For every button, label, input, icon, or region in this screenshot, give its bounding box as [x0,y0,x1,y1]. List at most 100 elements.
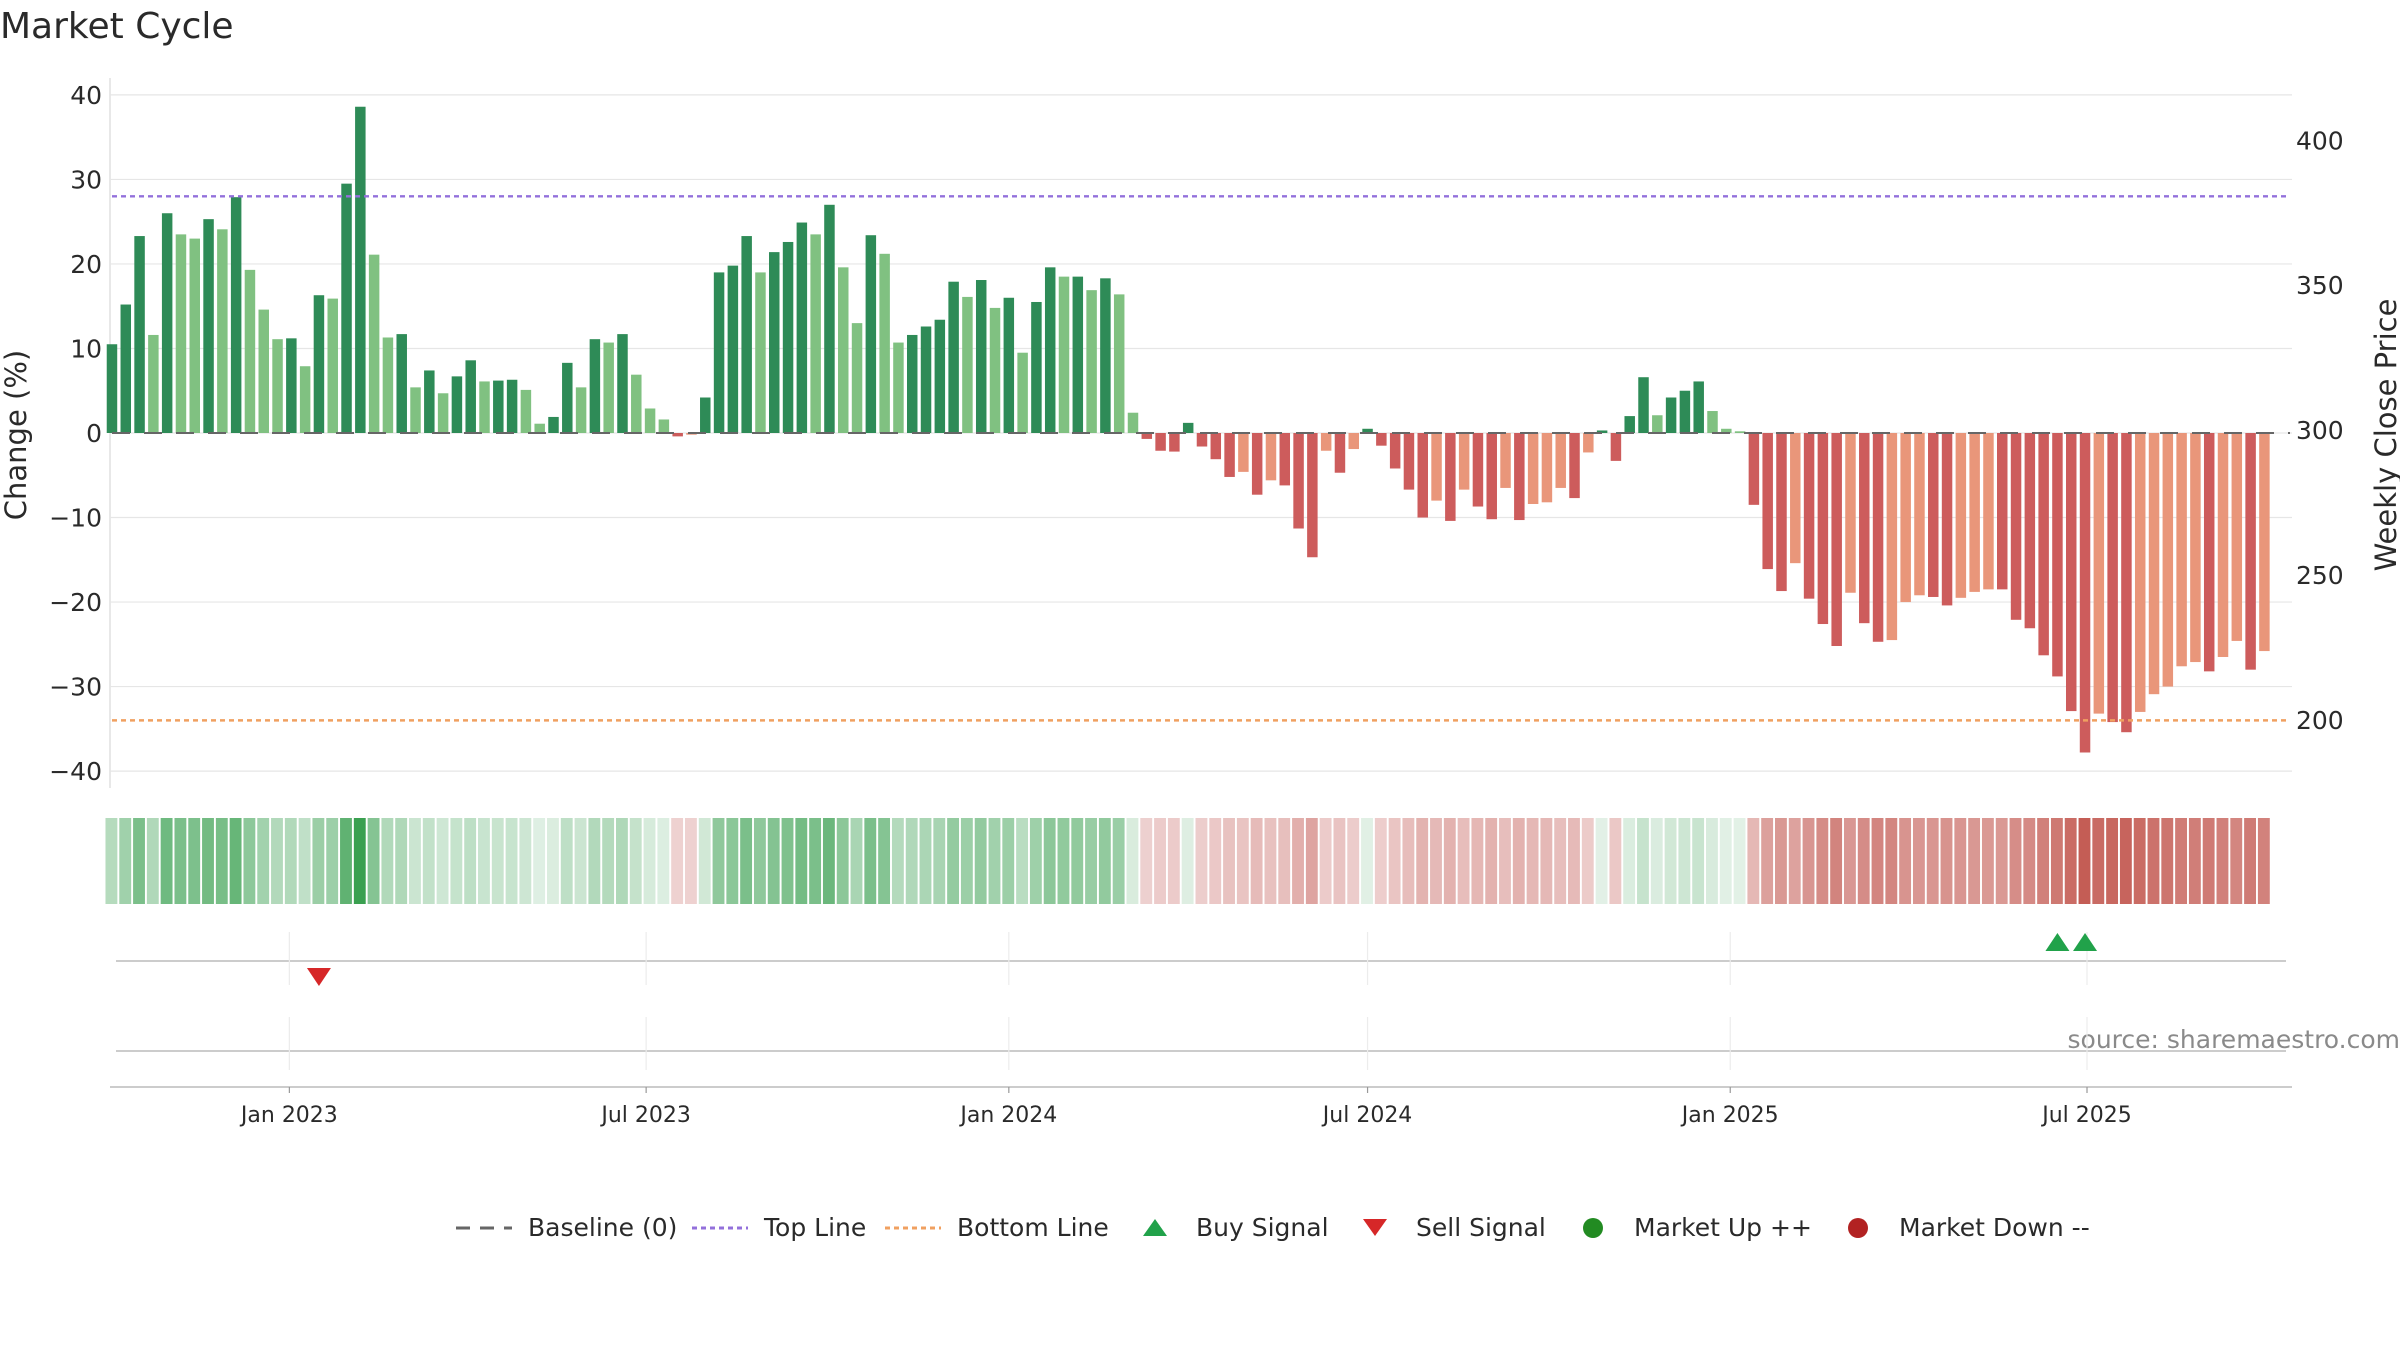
heat-cell [684,818,697,904]
change-bars [106,106,2270,753]
change-bar [893,342,904,433]
heat-cell [878,818,891,904]
change-bar [2052,433,2063,677]
heat-cell [1871,818,1884,904]
change-bar [1320,433,1332,451]
heat-cell [753,818,766,904]
legend-buy-triangle [1143,1219,1167,1236]
change-bar [465,360,476,433]
change-bar [272,339,283,433]
heat-cell [933,818,946,904]
heat-cell [1664,818,1677,904]
heat-cell [602,818,615,904]
heat-cell [836,818,849,904]
heat-cell [1968,818,1981,904]
change-bar [934,319,946,433]
heat-cell [1499,818,1511,904]
change-bar [2038,433,2049,656]
change-bar [1762,433,1773,570]
heat-cell [1002,818,1015,904]
change-bar [2093,433,2105,714]
change-bar [493,380,504,433]
legend-label: Market Up ++ [1634,1213,1812,1242]
heat-cell [1761,818,1774,904]
heat-cell [2009,818,2022,904]
heat-cell [2188,818,2201,904]
change-bar [327,298,338,433]
heat-cell [1678,818,1691,904]
heat-cell [671,818,684,904]
heat-cell [574,818,587,904]
change-bar [1472,433,1484,507]
change-bar [562,362,573,433]
change-bar [1251,433,1263,495]
change-bar [1707,411,1718,433]
heat-cell [533,818,546,904]
heat-cell [560,818,573,904]
change-bar [2107,433,2118,723]
legend-label: Buy Signal [1196,1213,1329,1242]
heat-cell [2230,818,2243,904]
change-bar [1955,433,1967,598]
change-bar [355,106,366,433]
heat-cell [1954,818,1967,904]
change-bar [1182,422,1194,433]
signal-track [116,932,2286,986]
heat-cell [643,818,656,904]
change-bar [1224,433,1235,477]
heat-cell [1995,818,2008,904]
y2-tick-label: 350 [2296,271,2344,300]
heat-cell [1471,818,1484,904]
heat-cell [1112,818,1125,904]
change-bar [217,229,228,433]
change-bar [1431,433,1442,501]
heat-cell [1830,818,1843,904]
market-track [116,1017,2286,1070]
change-bar [1527,433,1539,504]
heat-cell [1292,818,1304,904]
change-bar [2203,433,2215,672]
change-bar [1665,397,1677,433]
change-bar [1417,433,1428,518]
heat-cell [1926,818,1939,904]
heat-cell [1623,818,1636,904]
change-bar [782,241,794,433]
change-bar [1293,433,1304,529]
change-bar [437,393,449,433]
change-bar [713,272,725,433]
heat-cell [2092,818,2105,904]
y-tick-label: −40 [49,757,102,786]
heat-cell [450,818,463,904]
change-bar [1334,433,1346,473]
date-axis: Jan 2023 Jul 2023 Jan 2024 Jul 2024 Jan 2025… [110,1086,2292,1128]
heat-cell [698,818,711,904]
legend-dot [1848,1218,1868,1238]
legend: Baseline (0) Top Line Bottom Line Buy Signa… [456,1213,2090,1242]
heat-cell [1057,818,1070,904]
change-bar [1017,352,1028,433]
heat-cell [1719,818,1732,904]
change-bar [1679,390,1691,433]
source-label: source: sharemaestro.com [2068,1025,2400,1054]
heat-cell [2175,818,2187,904]
legend-label: Top Line [763,1213,866,1242]
change-bar [575,387,587,433]
heat-cell [2133,818,2146,904]
heat-cell [133,818,145,904]
heat-cell [1788,818,1801,904]
heat-cell [2202,818,2215,904]
change-bar [1596,430,1608,433]
heat-cell [243,818,256,904]
change-bar [1044,267,1056,433]
heat-cell [960,818,973,904]
heat-cell [809,818,822,904]
heat-cell [119,818,132,904]
heat-cell [712,818,725,904]
heat-cell [395,818,408,904]
y-tick-label: 30 [70,165,102,194]
change-bar [1748,433,1760,505]
heat-cell [1802,818,1815,904]
change-bar [1486,433,1497,520]
heat-cell [588,818,601,904]
heat-cell [657,818,670,904]
